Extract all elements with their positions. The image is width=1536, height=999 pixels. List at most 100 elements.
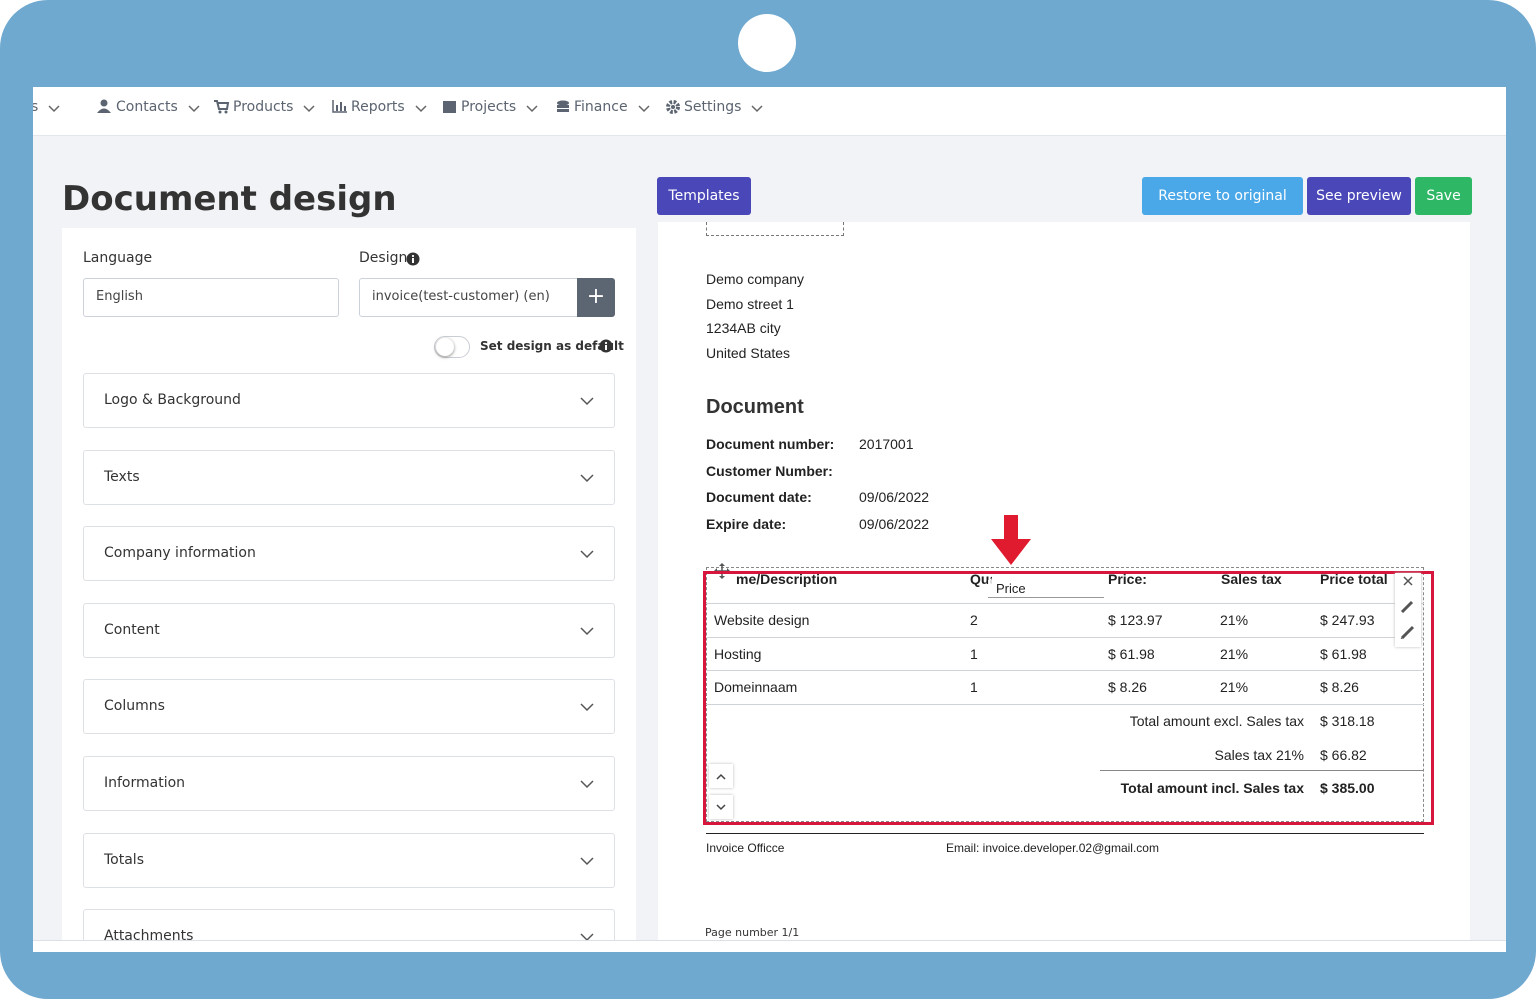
- down-button[interactable]: [709, 795, 733, 819]
- table-cell: $ 123.97: [1108, 612, 1163, 628]
- nav-item[interactable]: Settings: [684, 99, 742, 115]
- total-line: [1100, 770, 1424, 771]
- table-cell: $ 61.98: [1320, 645, 1367, 662]
- doc-heading: Document: [706, 396, 804, 418]
- table-cell: 1: [970, 645, 978, 662]
- table-cell: $ 61.98: [1108, 645, 1155, 662]
- chevron: [580, 397, 594, 406]
- accordion-section[interactable]: Logo & Background: [83, 373, 615, 428]
- accordion-section[interactable]: Company information: [83, 526, 615, 582]
- table-header: Quantity: [970, 571, 992, 587]
- nav-item[interactable]: Finance: [574, 99, 628, 115]
- bottom-bar: [33, 940, 1506, 952]
- chevron: [303, 105, 315, 113]
- meta-label: Customer Number:: [706, 462, 833, 479]
- meta-value: 09/06/2022: [859, 515, 930, 532]
- save-button[interactable]: Save: [1415, 177, 1472, 215]
- button-label: Restore to original: [1158, 188, 1287, 204]
- accordion-section[interactable]: Totals: [83, 832, 615, 888]
- total-value: $ 318.18: [1320, 713, 1375, 729]
- add-button[interactable]: +: [577, 278, 615, 317]
- row-line: [706, 670, 1424, 671]
- section-title: Totals: [104, 851, 144, 868]
- close-icon: [1403, 576, 1413, 586]
- red-selection: [703, 571, 1434, 825]
- total-label: Total amount excl. Sales tax: [1129, 713, 1304, 729]
- company-line: United States: [706, 344, 791, 361]
- toggle-label: Set design as default: [480, 339, 624, 353]
- total-label: Sales tax 21%: [1214, 746, 1305, 763]
- preview-button[interactable]: See preview: [1307, 177, 1411, 215]
- footer-name: Invoice Officce: [706, 841, 785, 855]
- screen: s Contacts Products Reports Projects Finance S…: [33, 87, 1506, 952]
- nav-item[interactable]: Reports: [351, 99, 405, 115]
- chevron: [638, 105, 650, 113]
- section-title: Content: [104, 621, 160, 638]
- meta-value: 2017001: [859, 436, 914, 452]
- meta-label: Expire date:: [706, 515, 787, 532]
- restore-button[interactable]: Restore to original: [1142, 177, 1303, 215]
- total-value: $ 385.00: [1320, 780, 1375, 796]
- nav-item[interactable]: s: [33, 99, 39, 115]
- toggle[interactable]: [434, 336, 470, 358]
- dashed-frame: [706, 567, 1424, 822]
- row-line: [706, 637, 1424, 638]
- table-header: me/Description: [736, 571, 838, 587]
- accordion-section[interactable]: Information: [83, 756, 615, 811]
- preview-panel: Demo company Demo street 1 1234AB city Unit…: [658, 222, 1470, 952]
- table-cell: Domeinnaam: [714, 679, 798, 695]
- meta-label: Document date:: [706, 489, 812, 506]
- label: Design: [359, 250, 408, 266]
- table-header: Price total: [1320, 571, 1388, 587]
- nav-item[interactable]: Projects: [461, 99, 517, 115]
- drag-ghost: Price: [988, 580, 1104, 598]
- section-title: Columns: [104, 698, 165, 715]
- nav-item[interactable]: Contacts: [116, 99, 178, 115]
- accordion-section[interactable]: Content: [83, 602, 615, 658]
- brush-icon: [1400, 600, 1414, 613]
- design-select[interactable]: invoice(test-customer) (en): [359, 278, 579, 317]
- row-line: [706, 704, 1424, 705]
- chevron: [526, 105, 538, 113]
- info-icon: [406, 252, 420, 266]
- edit-icon: [1400, 625, 1415, 639]
- nav-icon: [332, 100, 347, 113]
- language-select[interactable]: English: [83, 278, 339, 317]
- camera: [738, 14, 796, 72]
- page-number: Page number 1/1: [705, 926, 800, 939]
- table-cell: 21%: [1220, 679, 1249, 695]
- footer-email: Email: invoice.developer.02@gmail.com: [946, 841, 1159, 855]
- total-label: Total amount incl. Sales tax: [1120, 780, 1304, 796]
- row-line: [706, 603, 1424, 604]
- table-header: Price:: [1108, 571, 1147, 587]
- company-line: Demo company: [706, 271, 805, 287]
- nav-icon: [443, 101, 456, 113]
- chevron: [580, 857, 594, 865]
- section-title: Company information: [104, 545, 256, 562]
- nav-item[interactable]: Products: [233, 99, 294, 115]
- left-panel: Language English Design invoice(test-cus…: [62, 228, 636, 952]
- table-cell: 2: [970, 612, 978, 628]
- table-cell: Website design: [714, 612, 810, 628]
- chevron: [415, 105, 427, 113]
- accordion-section[interactable]: Columns: [83, 679, 615, 735]
- chevron: [48, 105, 60, 113]
- table-cell: $ 8.26: [1320, 679, 1359, 695]
- chevron: [188, 105, 200, 113]
- nav-icon: [557, 100, 569, 112]
- chevron: [580, 474, 594, 482]
- nav-icon: [666, 100, 680, 114]
- down-icon: [716, 804, 726, 811]
- templates-button[interactable]: Templates: [657, 177, 751, 215]
- info-icon: [599, 339, 613, 353]
- page-title: Document design: [62, 179, 397, 219]
- company-line: Demo street 1: [706, 295, 794, 312]
- accordion-section[interactable]: Texts: [83, 449, 615, 505]
- meta-value: 09/06/2022: [859, 489, 930, 506]
- table-cell: 1: [970, 679, 978, 695]
- label: Language: [83, 250, 153, 266]
- nav-icon: [214, 100, 230, 114]
- tool-panel: [1395, 573, 1421, 647]
- table-cell: 21%: [1220, 645, 1249, 662]
